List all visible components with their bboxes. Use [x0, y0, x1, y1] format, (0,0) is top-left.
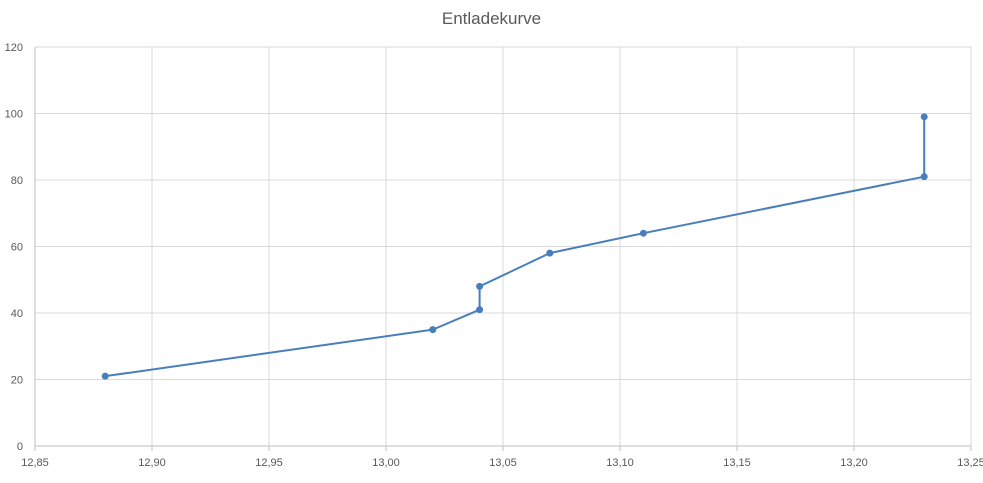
y-tick-label: 60 [11, 242, 23, 254]
x-tick-label: 12,85 [21, 457, 49, 469]
y-tick-label: 120 [5, 42, 23, 54]
data-point [920, 113, 928, 121]
gridlines [35, 46, 972, 446]
axes [34, 47, 972, 451]
y-tick-labels: 0 20 40 60 80 100 120 [5, 42, 23, 453]
data-point [476, 306, 484, 314]
data-point [639, 229, 647, 237]
x-tick-label: 12,90 [138, 457, 166, 469]
y-tick-label: 0 [17, 441, 23, 453]
data-point [476, 282, 484, 290]
data-point [101, 372, 109, 380]
y-tick-label: 20 [11, 375, 23, 387]
x-tick-label: 12,95 [255, 457, 283, 469]
y-tick-label: 100 [5, 109, 23, 121]
x-tick-label: 13,05 [489, 457, 517, 469]
x-tick-label: 13,25 [957, 457, 983, 469]
series-line [105, 116, 926, 378]
y-tick-label: 40 [11, 308, 23, 320]
x-tick-labels: 12,85 12,90 12,95 13,00 13,05 13,10 13,15 13,20… [21, 457, 983, 469]
x-tick-label: 13,10 [606, 457, 634, 469]
data-point [546, 249, 554, 257]
x-tick-label: 13,20 [840, 457, 868, 469]
data-point [429, 326, 437, 334]
y-tick-label: 80 [11, 175, 23, 187]
x-tick-label: 13,00 [372, 457, 400, 469]
x-tick-label: 13,15 [723, 457, 751, 469]
data-point [920, 173, 928, 181]
series-group [101, 113, 928, 380]
chart-title: Entladekurve [441, 9, 542, 28]
